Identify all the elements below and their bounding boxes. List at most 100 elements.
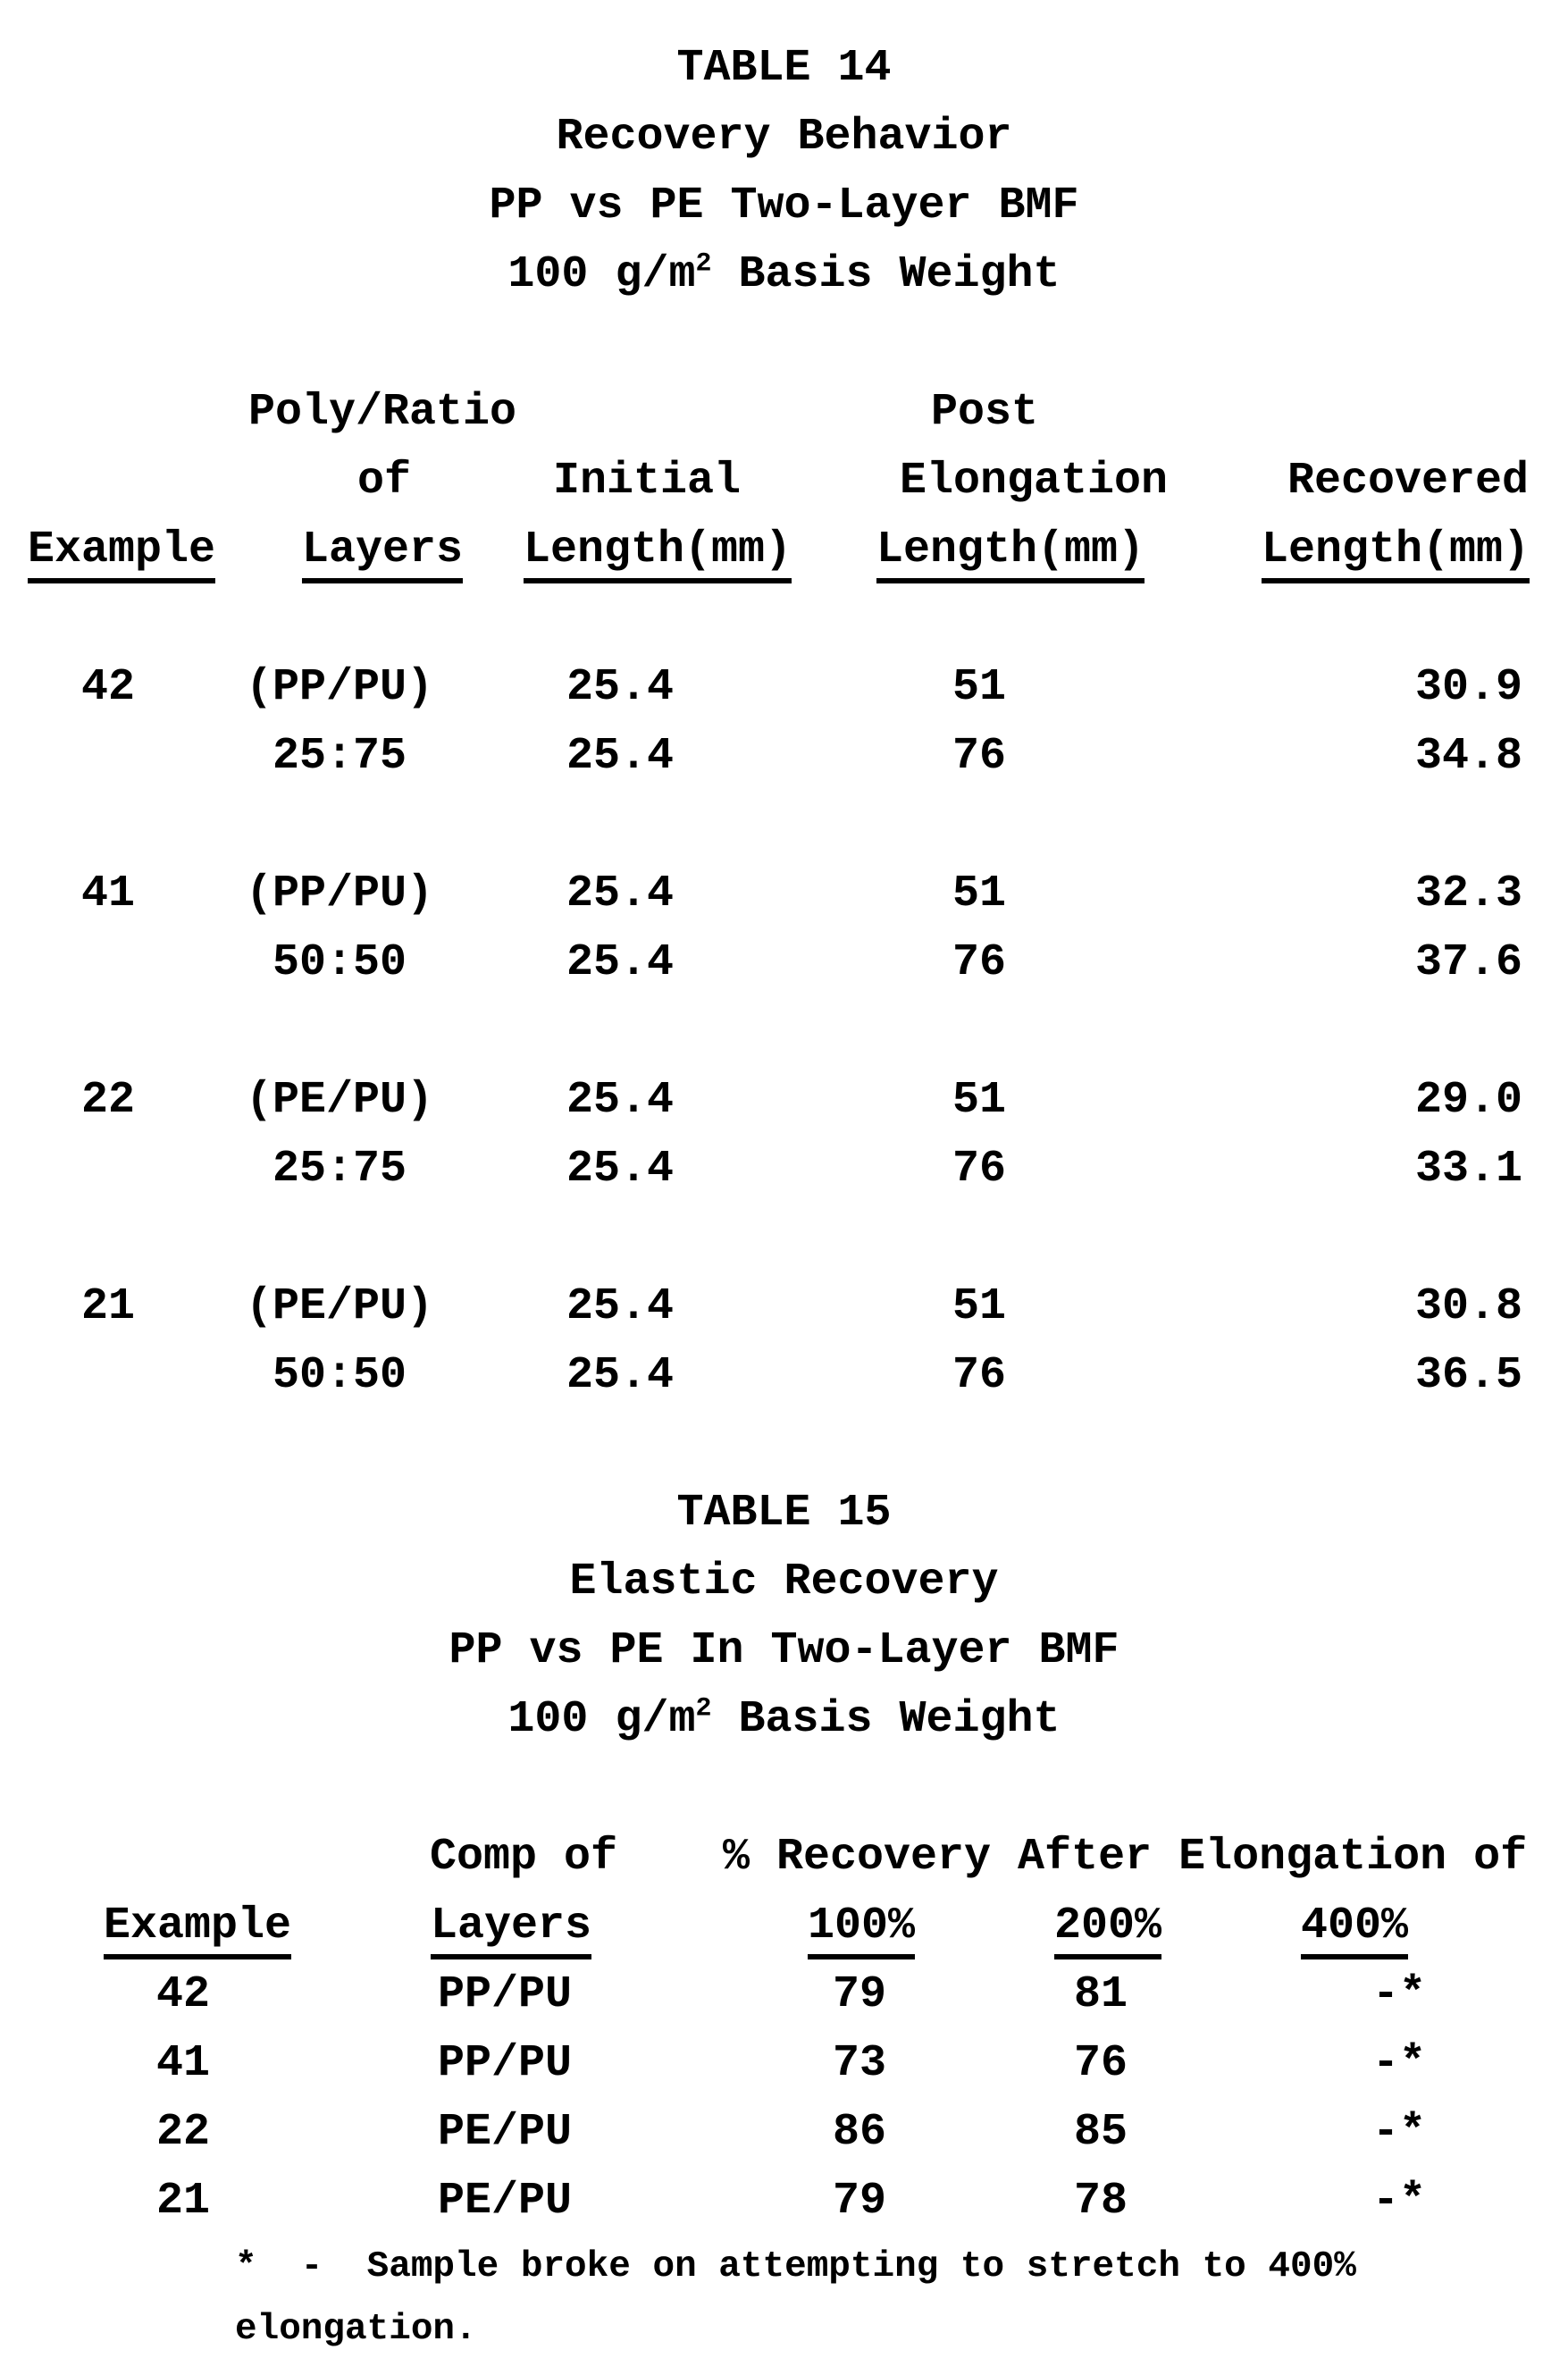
table14-header-row-3: Example Layers Length(mm) Length(mm) Len… bbox=[0, 516, 1568, 584]
table15-title-text: TABLE 15 bbox=[676, 1488, 892, 1539]
table14-basis-weight: 100 g/m2 Basis Weight bbox=[507, 248, 1061, 300]
table15-subtitle-1: Elastic Recovery bbox=[569, 1557, 999, 1607]
t15-header-example: Example bbox=[103, 1892, 292, 1960]
t14-header-initial-length: Length(mm) bbox=[523, 516, 792, 584]
t15-42-r100: 79 bbox=[832, 1969, 887, 2020]
t14-22-initial-2: 25.4 bbox=[566, 1144, 675, 1195]
t14-row-21a: 21 (PE/PU) 25.4 51 30.8 bbox=[0, 1272, 1568, 1341]
t15-22-layers: PE/PU bbox=[437, 2107, 573, 2158]
t15-42-example: 42 bbox=[155, 1969, 211, 2020]
t14-21-example: 21 bbox=[80, 1281, 136, 1332]
t14-21-post-2: 76 bbox=[952, 1350, 1007, 1401]
t14-header-post-length: Length(mm) bbox=[876, 516, 1145, 584]
t15-row-22: 22 PE/PU 86 85 -* bbox=[0, 2098, 1568, 2167]
t14-42-example: 42 bbox=[80, 662, 136, 713]
t14-42-ratio: 25:75 bbox=[272, 731, 407, 782]
t14-header-poly-ratio: Poly/Ratio bbox=[247, 387, 517, 438]
t15-row-21: 21 PE/PU 79 78 -* bbox=[0, 2167, 1568, 2236]
t14-42-recovered-1: 30.9 bbox=[1414, 662, 1523, 713]
t15-21-layers: PE/PU bbox=[437, 2176, 573, 2227]
t15-21-r200: 78 bbox=[1073, 2176, 1128, 2227]
t14-22-recovered-1: 29.0 bbox=[1414, 1075, 1523, 1126]
t14-21-initial-2: 25.4 bbox=[566, 1350, 675, 1401]
t14-42-recovered-2: 34.8 bbox=[1414, 731, 1523, 782]
t14-41-initial-1: 25.4 bbox=[566, 869, 675, 919]
table14-header-row-1: Poly/Ratio Post bbox=[0, 378, 1568, 447]
t14-21-ratio: 50:50 bbox=[272, 1350, 407, 1401]
table14-subtitle-1: Recovery Behavior bbox=[556, 112, 1012, 163]
t14-21-recovered-2: 36.5 bbox=[1414, 1350, 1523, 1401]
t14-41-recovered-2: 37.6 bbox=[1414, 937, 1523, 988]
t15-41-layers: PP/PU bbox=[437, 2038, 573, 2089]
t14-41-post-1: 51 bbox=[952, 869, 1007, 919]
t14-row-22a: 22 (PE/PU) 25.4 51 29.0 bbox=[0, 1066, 1568, 1135]
t15-22-r100: 86 bbox=[832, 2107, 887, 2158]
t14-row-41a: 41 (PP/PU) 25.4 51 32.3 bbox=[0, 860, 1568, 928]
t14-22-layers: (PE/PU) bbox=[245, 1075, 434, 1126]
t14-41-layers: (PP/PU) bbox=[245, 869, 434, 919]
t14-42-layers: (PP/PU) bbox=[245, 662, 434, 713]
t14-header-recovered: Recovered bbox=[1287, 456, 1530, 507]
t15-21-r100: 79 bbox=[832, 2176, 887, 2227]
table15-title: TABLE 15 bbox=[0, 1479, 1568, 1548]
t15-42-r200: 81 bbox=[1073, 1969, 1128, 2020]
t14-row-42a: 42 (PP/PU) 25.4 51 30.9 bbox=[0, 653, 1568, 722]
t15-header-layers: Layers bbox=[430, 1892, 592, 1960]
t15-header-400pct: 400% bbox=[1300, 1892, 1409, 1960]
t14-41-ratio: 50:50 bbox=[272, 937, 407, 988]
t14-21-recovered-1: 30.8 bbox=[1414, 1281, 1523, 1332]
t15-22-r400: -* bbox=[1371, 2107, 1427, 2158]
t14-row-41b: 50:50 25.4 76 37.6 bbox=[0, 928, 1568, 997]
t14-header-recovered-length: Length(mm) bbox=[1261, 516, 1530, 584]
t14-22-ratio: 25:75 bbox=[272, 1144, 407, 1195]
t14-42-initial-1: 25.4 bbox=[566, 662, 675, 713]
t14-42-post-1: 51 bbox=[952, 662, 1007, 713]
t14-22-initial-1: 25.4 bbox=[566, 1075, 675, 1126]
t15-42-layers: PP/PU bbox=[437, 1969, 573, 2020]
superscript-2: 2 bbox=[695, 248, 712, 280]
t14-22-example: 22 bbox=[80, 1075, 136, 1126]
t14-41-initial-2: 25.4 bbox=[566, 937, 675, 988]
t14-21-initial-1: 25.4 bbox=[566, 1281, 675, 1332]
footnote-line-2: elongation. bbox=[235, 2309, 477, 2350]
t14-row-21b: 50:50 25.4 76 36.5 bbox=[0, 1341, 1568, 1410]
t15-41-r100: 73 bbox=[832, 2038, 887, 2089]
t14-header-example: Example bbox=[27, 516, 216, 584]
t14-header-elongation: Elongation bbox=[899, 456, 1169, 507]
t14-22-post-1: 51 bbox=[952, 1075, 1007, 1126]
t14-header-layers: Layers bbox=[301, 516, 464, 584]
t15-41-r400: -* bbox=[1371, 2038, 1427, 2089]
t14-row-22b: 25:75 25.4 76 33.1 bbox=[0, 1135, 1568, 1204]
t14-21-layers: (PE/PU) bbox=[245, 1281, 434, 1332]
table14-title-text: TABLE 14 bbox=[676, 43, 892, 94]
t15-22-example: 22 bbox=[155, 2107, 211, 2158]
footnote-line-1: * - Sample broke on attempting to stretc… bbox=[235, 2246, 1356, 2287]
table15-basis-weight: 100 g/m2 Basis Weight bbox=[507, 1693, 1061, 1745]
t15-row-41: 41 PP/PU 73 76 -* bbox=[0, 2029, 1568, 2098]
t15-header-200pct: 200% bbox=[1053, 1892, 1162, 1960]
t14-22-recovered-2: 33.1 bbox=[1414, 1144, 1523, 1195]
t15-row-42: 42 PP/PU 79 81 -* bbox=[0, 1960, 1568, 2029]
table15-header-row-1: Comp of % Recovery After Elongation of bbox=[0, 1823, 1568, 1892]
t15-22-r200: 85 bbox=[1073, 2107, 1128, 2158]
t14-row-42b: 25:75 25.4 76 34.8 bbox=[0, 722, 1568, 791]
t15-41-example: 41 bbox=[155, 2038, 211, 2089]
table15-header-row-2: Example Layers 100% 200% 400% bbox=[0, 1892, 1568, 1960]
t15-21-r400: -* bbox=[1371, 2176, 1427, 2227]
table15-subtitle-2: PP vs PE In Two-Layer BMF bbox=[449, 1625, 1119, 1676]
t14-header-initial: Initial bbox=[552, 456, 742, 507]
table14-subtitle-2: PP vs PE Two-Layer BMF bbox=[489, 180, 1079, 231]
t15-41-r200: 76 bbox=[1073, 2038, 1128, 2089]
superscript-2: 2 bbox=[695, 1693, 712, 1724]
t14-22-post-2: 76 bbox=[952, 1144, 1007, 1195]
t14-41-recovered-1: 32.3 bbox=[1414, 869, 1523, 919]
t14-42-initial-2: 25.4 bbox=[566, 731, 675, 782]
t15-header-100pct: 100% bbox=[807, 1892, 916, 1960]
t14-header-of: of bbox=[356, 456, 412, 507]
t15-header-recovery-after: % Recovery After Elongation of bbox=[723, 1832, 1528, 1883]
t14-21-post-1: 51 bbox=[952, 1281, 1007, 1332]
t15-21-example: 21 bbox=[155, 2176, 211, 2227]
t14-header-post: Post bbox=[930, 387, 1039, 438]
t14-42-post-2: 76 bbox=[952, 731, 1007, 782]
